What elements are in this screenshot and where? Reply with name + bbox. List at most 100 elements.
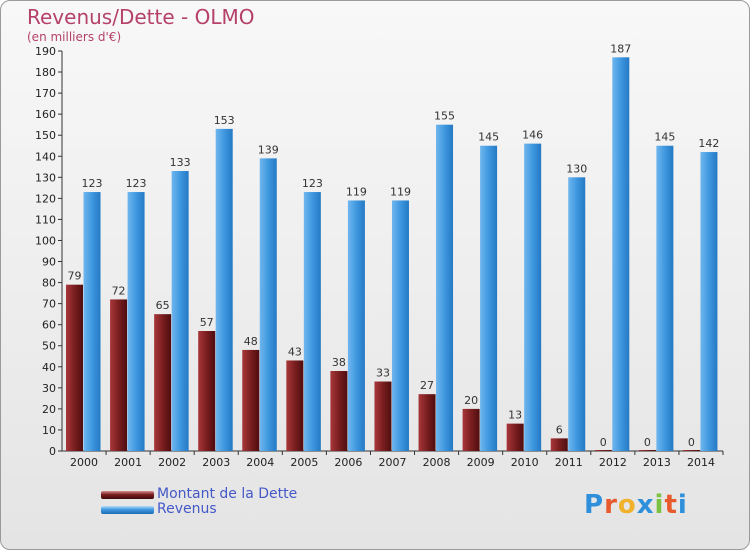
x-tick-label: 2001 bbox=[114, 456, 142, 469]
data-label-revenue: 187 bbox=[610, 42, 631, 55]
logo-letter: i bbox=[654, 490, 665, 520]
y-tick-label: 20 bbox=[42, 403, 56, 416]
bar-revenue bbox=[127, 192, 145, 452]
data-label-debt: 57 bbox=[200, 316, 214, 329]
bar-revenue bbox=[347, 200, 365, 451]
legend-label-debt: Montant de la Dette bbox=[157, 486, 298, 502]
legend-label-revenue: Revenus bbox=[157, 501, 217, 517]
data-label-revenue: 130 bbox=[566, 162, 587, 175]
x-tick-label: 2007 bbox=[379, 456, 407, 469]
data-label-revenue: 139 bbox=[258, 143, 279, 156]
y-tick-label: 100 bbox=[35, 234, 56, 247]
y-tick-label: 90 bbox=[42, 256, 56, 269]
data-label-debt: 72 bbox=[112, 284, 126, 297]
y-tick-label: 140 bbox=[35, 150, 56, 163]
y-tick-label: 150 bbox=[35, 129, 56, 142]
bar-debt bbox=[462, 408, 480, 451]
y-tick-label: 120 bbox=[35, 192, 56, 205]
data-label-revenue: 142 bbox=[698, 137, 719, 150]
x-tick-label: 2004 bbox=[246, 456, 274, 469]
data-label-debt: 0 bbox=[644, 436, 651, 449]
bar-revenue bbox=[83, 192, 101, 452]
x-tick-label: 2014 bbox=[687, 456, 715, 469]
y-tick-label: 40 bbox=[42, 361, 56, 374]
data-label-revenue: 155 bbox=[434, 110, 455, 123]
x-tick-label: 2000 bbox=[70, 456, 98, 469]
x-tick-label: 2008 bbox=[423, 456, 451, 469]
y-tick-label: 160 bbox=[35, 108, 56, 121]
bar-debt bbox=[418, 394, 436, 451]
data-label-debt: 38 bbox=[332, 356, 346, 369]
data-label-revenue: 119 bbox=[390, 185, 411, 198]
logo-letter: x bbox=[636, 490, 655, 520]
data-label-revenue: 119 bbox=[346, 185, 367, 198]
data-label-debt: 0 bbox=[600, 436, 607, 449]
y-tick-label: 10 bbox=[42, 424, 56, 437]
bar-debt bbox=[110, 299, 128, 451]
bar-debt bbox=[198, 331, 216, 451]
y-tick-label: 60 bbox=[42, 319, 56, 332]
data-label-revenue: 123 bbox=[82, 177, 103, 190]
chart-subtitle: (en milliers d'€) bbox=[27, 30, 122, 44]
data-label-revenue: 153 bbox=[214, 114, 235, 127]
data-label-revenue: 123 bbox=[126, 177, 147, 190]
logo-letter: o bbox=[617, 490, 637, 520]
proxiti-logo: Proxiti bbox=[584, 490, 688, 520]
x-tick-label: 2002 bbox=[158, 456, 186, 469]
bar-debt bbox=[154, 314, 172, 451]
data-label-debt: 48 bbox=[244, 335, 258, 348]
bar-revenue bbox=[700, 152, 718, 452]
logo-letter: r bbox=[604, 490, 618, 520]
bar-revenue bbox=[391, 200, 409, 451]
x-tick-label: 2003 bbox=[202, 456, 230, 469]
y-tick-label: 130 bbox=[35, 171, 56, 184]
y-tick-label: 180 bbox=[35, 66, 56, 79]
bar-debt bbox=[682, 450, 700, 451]
data-label-revenue: 123 bbox=[302, 177, 323, 190]
x-tick-label: 2011 bbox=[555, 456, 583, 469]
legend-swatch-debt bbox=[101, 491, 154, 499]
y-tick-label: 80 bbox=[42, 277, 56, 290]
bar-debt bbox=[330, 371, 348, 451]
y-tick-label: 0 bbox=[49, 445, 56, 458]
data-label-debt: 6 bbox=[556, 423, 563, 436]
bar-debt bbox=[66, 284, 83, 451]
bar-debt bbox=[594, 450, 612, 451]
bar-revenue bbox=[656, 145, 674, 451]
data-label-debt: 43 bbox=[288, 345, 302, 358]
chart-title: Revenus/Dette - OLMO bbox=[27, 5, 255, 29]
bar-debt bbox=[506, 423, 524, 451]
data-label-revenue: 133 bbox=[170, 156, 191, 169]
bar-revenue bbox=[436, 124, 454, 452]
data-label-revenue: 145 bbox=[478, 131, 499, 144]
bar-debt bbox=[638, 450, 656, 451]
bar-debt bbox=[242, 349, 260, 451]
legend-swatch-revenue bbox=[101, 506, 154, 514]
x-tick-label: 2009 bbox=[467, 456, 495, 469]
data-label-debt: 79 bbox=[68, 270, 82, 283]
y-tick-label: 70 bbox=[42, 298, 56, 311]
logo-letter: t bbox=[664, 490, 678, 520]
bar-revenue bbox=[171, 171, 189, 451]
data-label-debt: 0 bbox=[688, 436, 695, 449]
bar-debt bbox=[286, 360, 304, 451]
data-label-debt: 65 bbox=[156, 299, 170, 312]
y-tick-label: 30 bbox=[42, 382, 56, 395]
data-label-debt: 27 bbox=[420, 379, 434, 392]
bar-debt bbox=[550, 438, 568, 451]
data-label-revenue: 145 bbox=[654, 131, 675, 144]
y-tick-label: 110 bbox=[35, 213, 56, 226]
data-label-debt: 33 bbox=[376, 367, 390, 380]
data-label-debt: 20 bbox=[464, 394, 478, 407]
x-tick-label: 2013 bbox=[643, 456, 671, 469]
bar-revenue bbox=[612, 57, 630, 451]
x-tick-label: 2005 bbox=[290, 456, 318, 469]
x-tick-label: 2012 bbox=[599, 456, 627, 469]
logo-letter: i bbox=[677, 490, 688, 520]
y-tick-label: 170 bbox=[35, 87, 56, 100]
data-label-debt: 13 bbox=[508, 409, 522, 422]
x-tick-label: 2010 bbox=[511, 456, 539, 469]
bar-revenue bbox=[568, 177, 586, 451]
bar-revenue bbox=[215, 128, 233, 451]
